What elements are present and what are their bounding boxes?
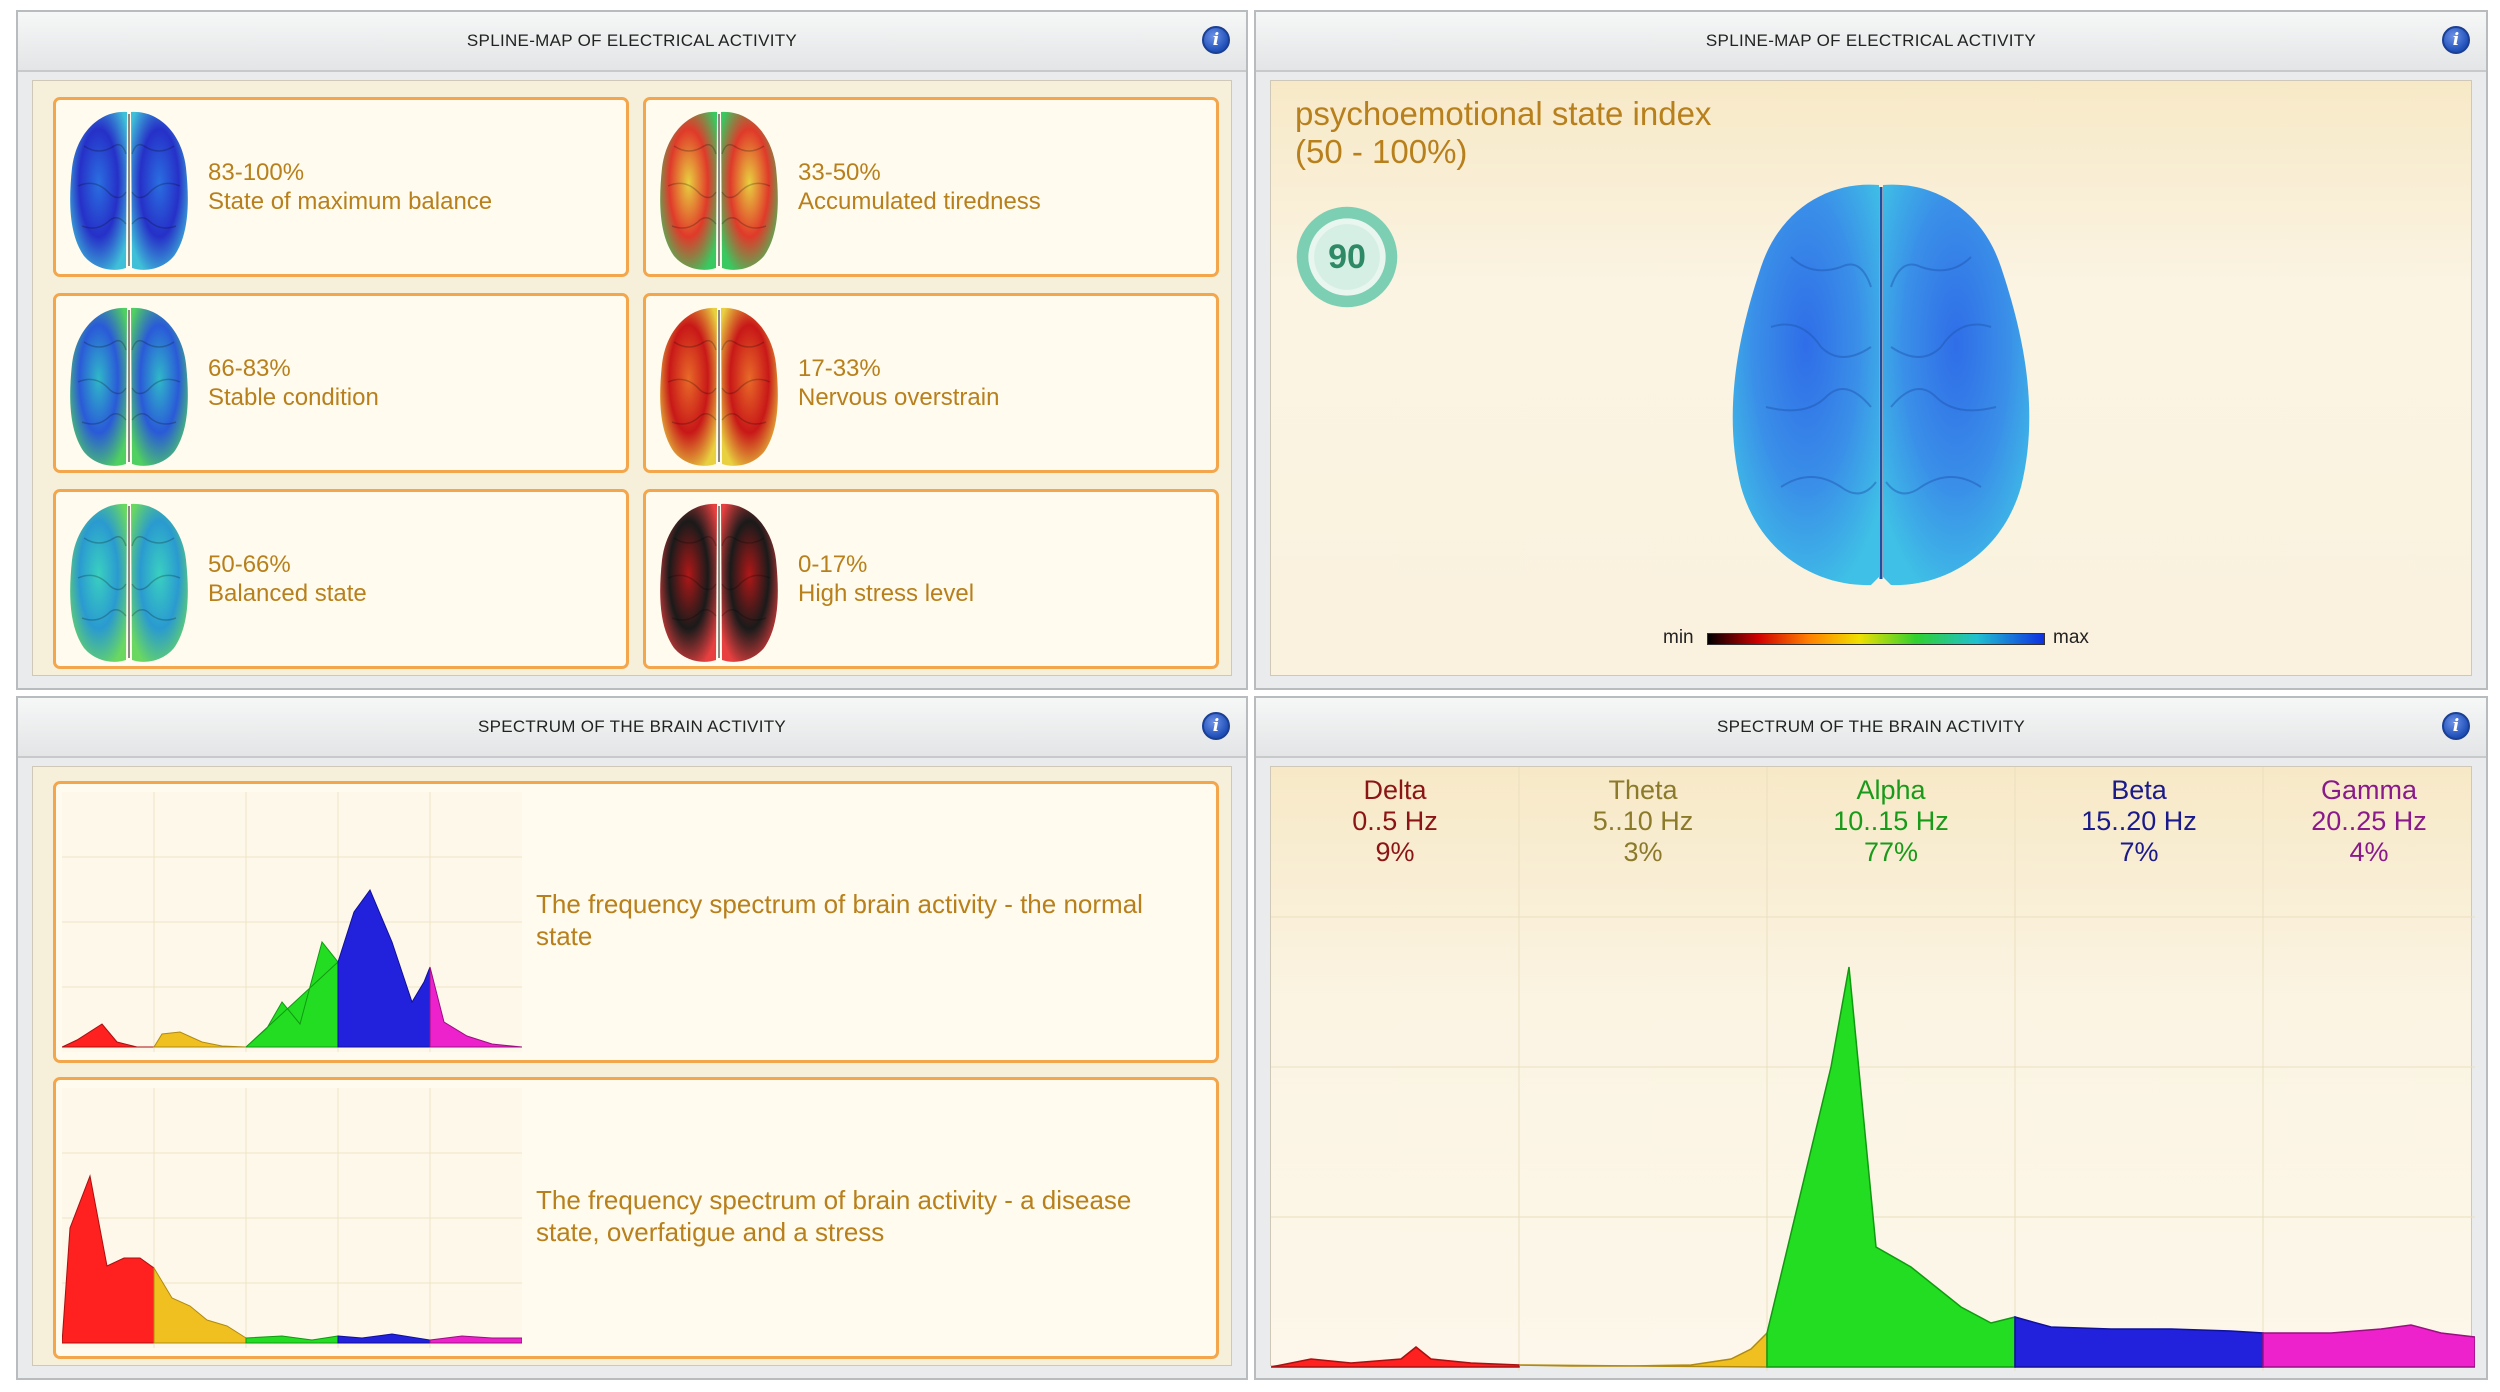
spectrum-example-card: The frequency spectrum of brain activity… xyxy=(53,1077,1219,1359)
spectrum-chart xyxy=(1271,767,2475,1371)
panel-spectrum-examples: SPECTRUM OF THE BRAIN ACTIVITY i The fre… xyxy=(16,696,1248,1380)
panel-title: SPECTRUM OF THE BRAIN ACTIVITY xyxy=(1256,698,2486,758)
brain-map xyxy=(1732,184,2030,586)
state-card: 83-100% State of maximum balance xyxy=(53,97,629,277)
state-range: 0-17% xyxy=(798,551,868,578)
state-legend-area: 83-100% State of maximum balance 33-50% … xyxy=(32,80,1232,676)
band-gamma: Gamma 20..25 Hz 4% xyxy=(2263,775,2475,868)
spectrum-example-text: The frequency spectrum of brain activity… xyxy=(536,1185,1132,1247)
band-percent: 9% xyxy=(1375,837,1415,867)
band-name: Alpha xyxy=(1856,775,1926,805)
state-card: 33-50% Accumulated tiredness xyxy=(643,97,1219,277)
state-range: 33-50% xyxy=(798,159,881,186)
state-card: 17-33% Nervous overstrain xyxy=(643,293,1219,473)
band-percent: 3% xyxy=(1623,837,1663,867)
state-range: 66-83% xyxy=(208,355,291,382)
brain-thumbnail xyxy=(70,111,188,270)
panel-title: SPLINE-MAP OF ELECTRICAL ACTIVITY xyxy=(1256,12,2486,72)
spectrum-example-text: The frequency spectrum of brain activity… xyxy=(536,889,1143,951)
brain-thumbnail xyxy=(660,307,778,466)
info-icon[interactable]: i xyxy=(2442,26,2470,54)
band-delta: Delta 0..5 Hz 9% xyxy=(1271,775,1519,868)
state-card: 50-66% Balanced state xyxy=(53,489,629,669)
info-icon[interactable]: i xyxy=(1202,26,1230,54)
band-alpha: Alpha 10..15 Hz 77% xyxy=(1767,775,2015,868)
panel-title: SPLINE-MAP OF ELECTRICAL ACTIVITY xyxy=(18,12,1246,72)
spectrum-examples-area: The frequency spectrum of brain activity… xyxy=(32,766,1232,1366)
brain-thumbnail xyxy=(70,307,188,466)
band-range: 0..5 Hz xyxy=(1352,806,1438,836)
index-range: (50 - 100%) xyxy=(1295,133,1468,170)
band-range: 10..15 Hz xyxy=(1833,806,1949,836)
state-label: Stable condition xyxy=(208,384,379,411)
panel-spline-map: SPLINE-MAP OF ELECTRICAL ACTIVITY i psyc… xyxy=(1254,10,2488,690)
band-percent: 7% xyxy=(2119,837,2159,867)
band-percent: 77% xyxy=(1863,837,1919,867)
spectrum-example-card: The frequency spectrum of brain activity… xyxy=(53,781,1219,1063)
panel-title: SPECTRUM OF THE BRAIN ACTIVITY xyxy=(18,698,1246,758)
state-label: High stress level xyxy=(798,580,975,607)
colorbar xyxy=(1707,633,2045,645)
brain-thumbnail xyxy=(660,111,778,270)
brain-thumbnail xyxy=(70,503,188,662)
band-name: Delta xyxy=(1363,775,1427,805)
state-label: Nervous overstrain xyxy=(798,384,1000,411)
state-label: Balanced state xyxy=(208,580,367,607)
panel-spectrum: SPECTRUM OF THE BRAIN ACTIVITY i Delta 0… xyxy=(1254,696,2488,1380)
band-range: 20..25 Hz xyxy=(2311,806,2427,836)
panel-spline-legend: SPLINE-MAP OF ELECTRICAL ACTIVITY i 83-1… xyxy=(16,10,1248,690)
brain-thumbnail xyxy=(660,503,778,662)
info-icon[interactable]: i xyxy=(2442,712,2470,740)
band-range: 15..20 Hz xyxy=(2081,806,2197,836)
band-range: 5..10 Hz xyxy=(1592,806,1694,836)
band-name: Theta xyxy=(1608,775,1678,805)
index-value: 90 xyxy=(1328,238,1366,276)
spline-map-area: psychoemotional state index (50 - 100%) … xyxy=(1270,80,2472,676)
state-label: State of maximum balance xyxy=(208,188,493,215)
state-label: Accumulated tiredness xyxy=(798,188,1041,215)
band-legend: Delta 0..5 Hz 9% Theta 5..10 Hz 3% Alpha… xyxy=(1271,775,2475,875)
band-name: Gamma xyxy=(2320,775,2418,805)
state-range: 17-33% xyxy=(798,355,881,382)
spectrum-thumbnail-normal xyxy=(62,792,522,1052)
band-theta: Theta 5..10 Hz 3% xyxy=(1519,775,1767,868)
colorbar-max-label: max xyxy=(2053,627,2089,648)
band-name: Beta xyxy=(2111,775,2167,805)
band-beta: Beta 15..20 Hz 7% xyxy=(2015,775,2263,868)
info-icon[interactable]: i xyxy=(1202,712,1230,740)
band-percent: 4% xyxy=(2349,837,2389,867)
state-range: 83-100% xyxy=(208,159,305,186)
index-title: psychoemotional state index xyxy=(1295,95,1712,132)
spectrum-thumbnail-stress xyxy=(62,1088,522,1348)
spectrum-chart-area: Delta 0..5 Hz 9% Theta 5..10 Hz 3% Alpha… xyxy=(1270,766,2475,1371)
colorbar-min-label: min xyxy=(1663,627,1694,648)
state-card: 0-17% High stress level xyxy=(643,489,1219,669)
state-range: 50-66% xyxy=(208,551,291,578)
index-gauge xyxy=(1296,206,1398,308)
state-card: 66-83% Stable condition xyxy=(53,293,629,473)
